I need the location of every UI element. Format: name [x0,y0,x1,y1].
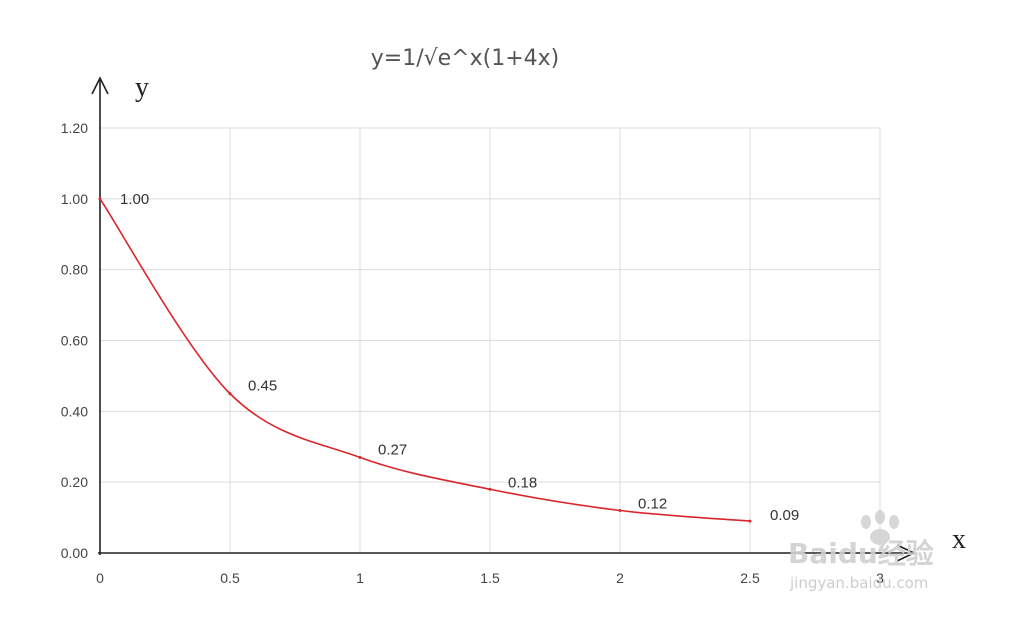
y-tick-label-3: 0.60 [61,333,88,349]
y-tick-label-4: 0.80 [61,262,88,278]
data-label-1: 0.45 [248,378,277,395]
y-tick-label-2: 0.40 [61,403,88,419]
data-label-0: 1.00 [120,191,149,208]
watermark-brand: Baidu经验 [788,537,934,570]
data-label-4: 0.12 [638,496,667,513]
y-tick-label-1: 0.20 [61,474,88,490]
axes [91,76,916,562]
data-label-5: 0.09 [770,507,799,524]
data-point-1 [228,392,232,396]
watermark-url: jingyan.baidu.com [789,574,928,592]
y-tick-label-5: 1.00 [61,191,88,207]
data-point-2 [358,455,362,459]
data-point-5 [748,519,752,523]
y-tick-label-0: 0.00 [61,545,88,561]
y-tick-labels: 0.00 0.20 0.40 0.60 0.80 1.00 1.20 [61,120,88,561]
data-point-0 [98,197,102,201]
y-tick-label-6: 1.20 [61,120,88,136]
data-point-3 [488,487,492,491]
x-tick-label-0: 0 [96,570,104,586]
series-group [98,197,752,523]
x-tick-label-4: 2 [616,570,624,586]
x-axis-label: x [952,524,966,555]
y-axis-arrow [91,76,109,95]
grid-lines [99,127,881,554]
x-tick-label-6: 3 [876,570,884,586]
x-tick-label-2: 1 [356,570,364,586]
x-tick-label-3: 1.5 [480,570,500,586]
chart-title: y=1/√e^x(1+4x) [371,46,559,71]
series-line [99,198,751,522]
paw-icon [861,510,899,545]
data-label-2: 0.27 [378,441,407,458]
x-tick-label-1: 0.5 [220,570,240,586]
x-tick-label-5: 2.5 [740,570,760,586]
y-axis-label: y [135,72,149,103]
x-axis-arrow [896,544,916,562]
x-tick-labels: 0 0.5 1 1.5 2 2.5 3 [96,570,884,586]
data-labels: 1.00 0.45 0.27 0.18 0.12 0.09 [120,191,799,524]
watermark: Baidu经验 jingyan.baidu.com [788,510,934,592]
data-label-3: 0.18 [508,474,537,491]
data-point-4 [618,509,622,512]
